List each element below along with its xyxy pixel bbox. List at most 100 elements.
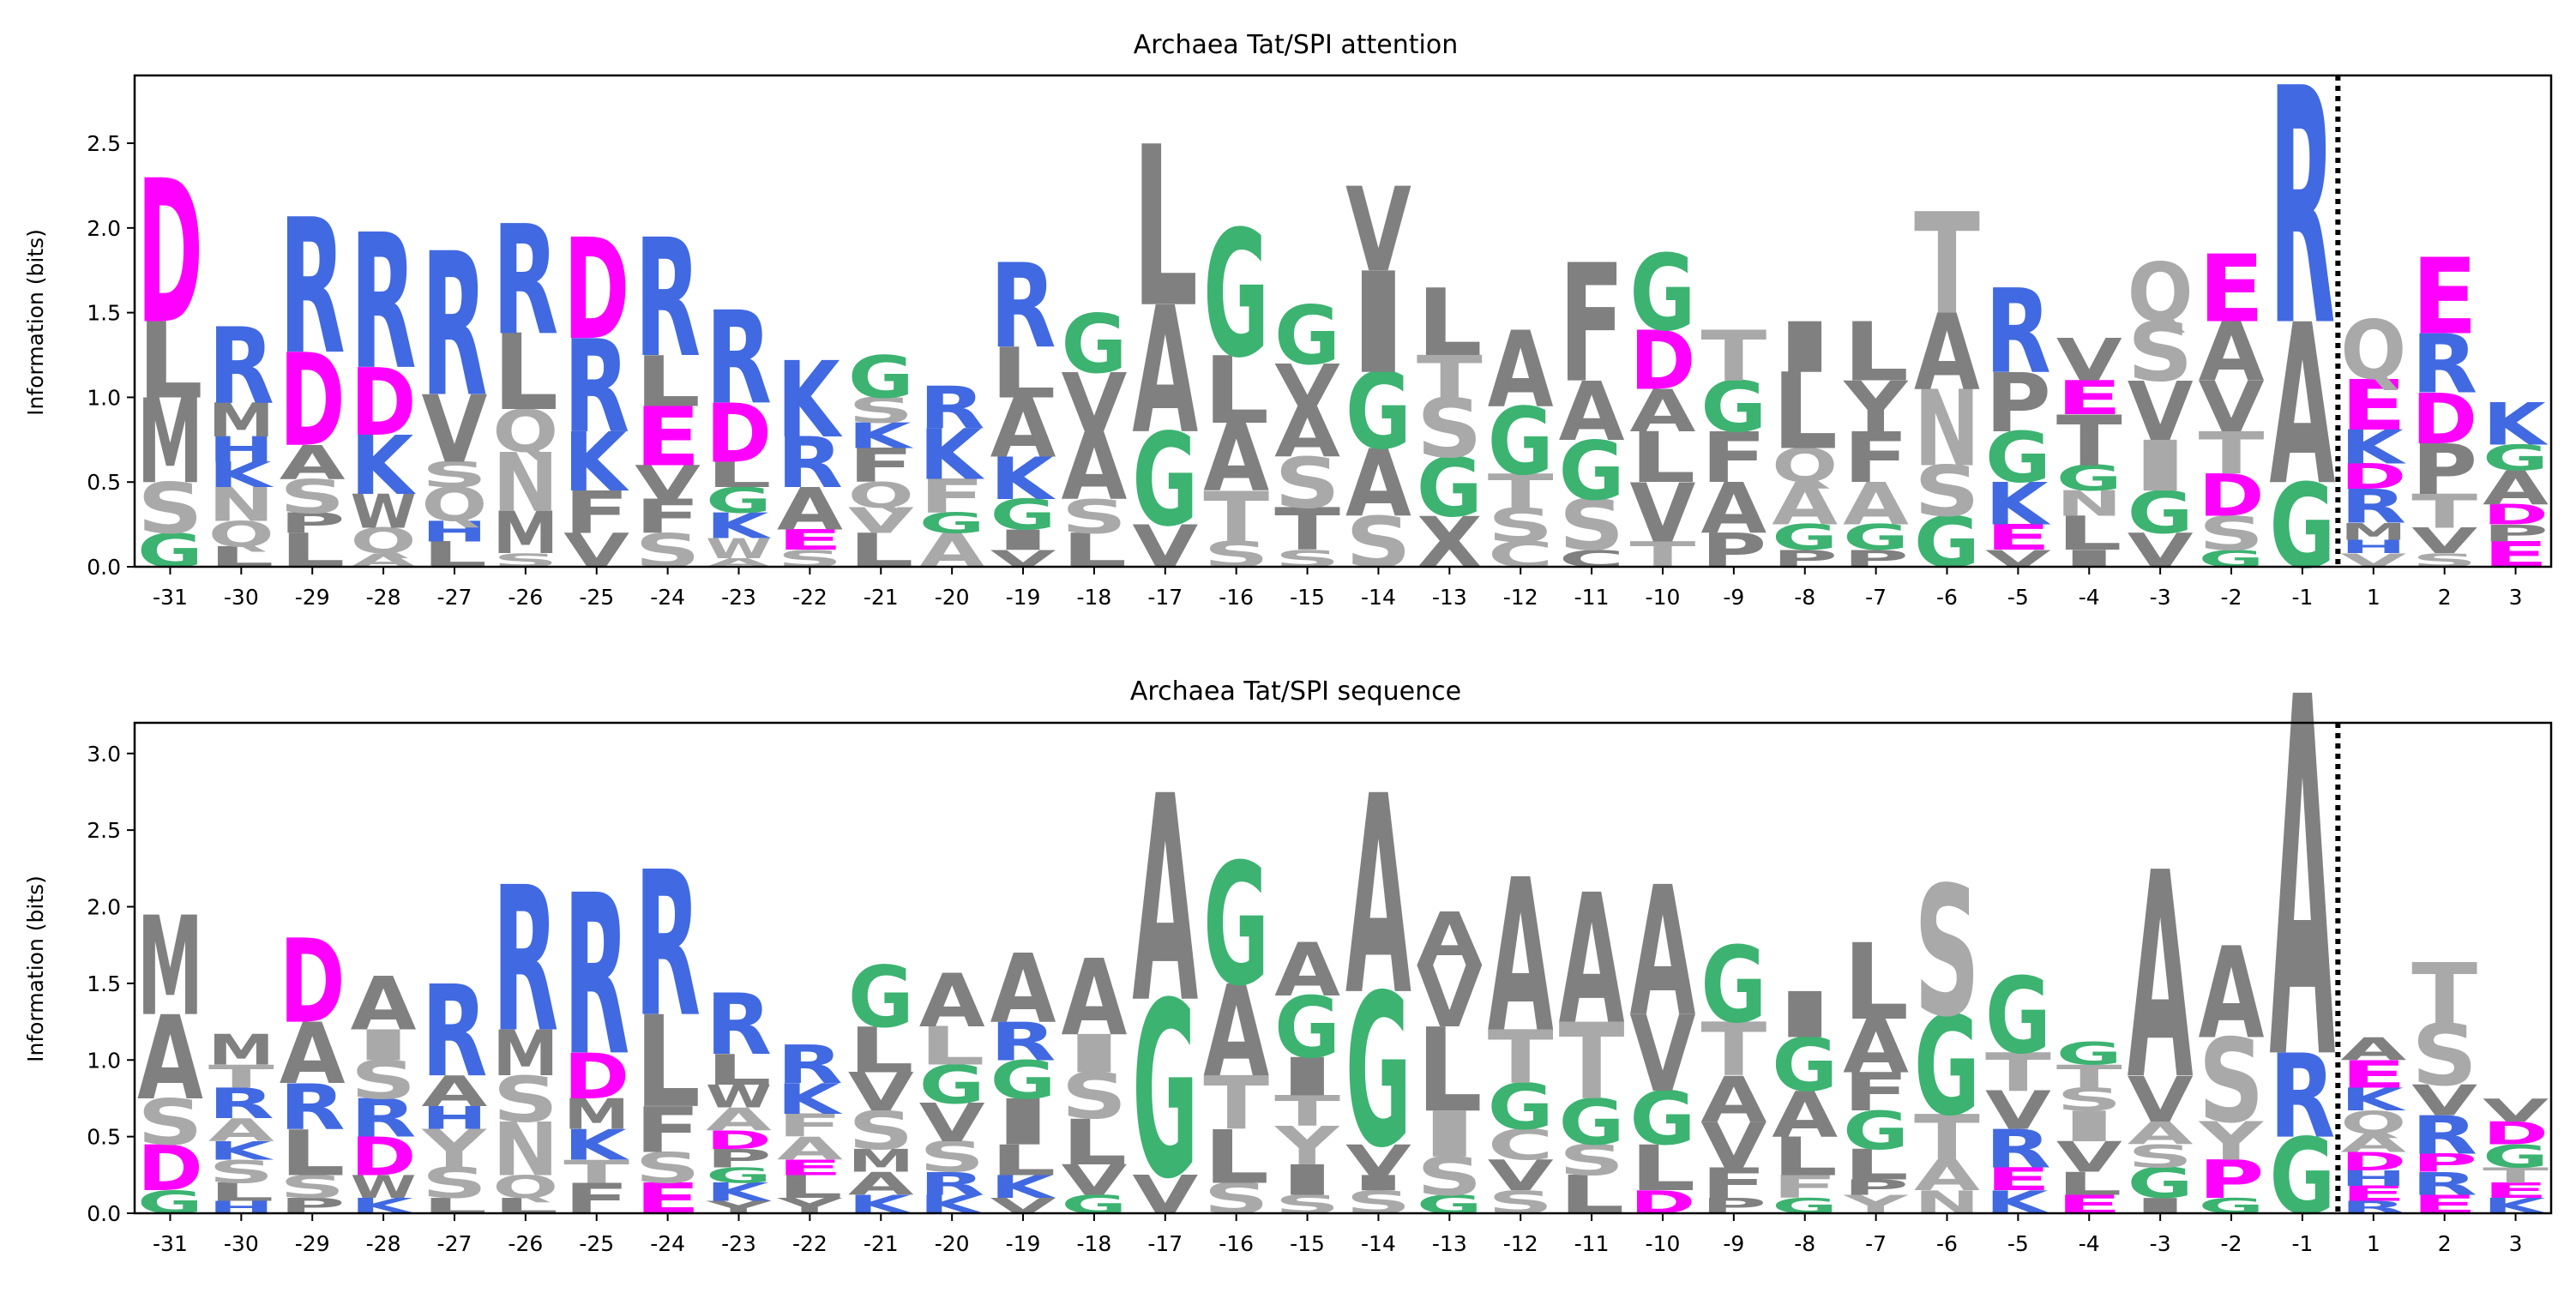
logo-letter: A <box>1772 471 1838 538</box>
logo-letter: G <box>1274 289 1340 383</box>
logo-letter: Q <box>2128 246 2194 340</box>
logo-letter: F <box>777 1107 843 1144</box>
logo-letter: D <box>2340 1147 2406 1176</box>
logo-letter: S <box>635 1144 701 1193</box>
logo-letter: S <box>848 391 914 431</box>
logo-letter: F <box>919 470 985 524</box>
logo-letter: G <box>1417 442 1483 536</box>
logo-letter: I <box>351 1021 417 1070</box>
logo-letter: I <box>2128 426 2194 508</box>
logo-letter: V <box>2199 368 2265 448</box>
logo-letter: D <box>137 139 203 369</box>
logo-letter: V <box>848 1062 914 1123</box>
logo-letter: G <box>1274 979 1340 1077</box>
logo-letter: A <box>2483 461 2549 515</box>
x-tick-label: -28 <box>366 1231 401 1256</box>
logo-letter: V <box>2411 521 2477 562</box>
logo-letter: L <box>1132 101 1198 357</box>
logo-stacks-sequence: GDSAMHLSKARTMPSLRADKWDRSIALSYHARLQNSMRFT… <box>137 596 2549 1238</box>
logo-letter: A <box>1061 938 1127 1060</box>
y-axis-label-sequence: Information (bits) <box>23 875 48 1062</box>
logo-letter: G <box>1914 987 1980 1146</box>
logo-letter: R <box>777 424 843 504</box>
logo-letter: R <box>2411 1165 2477 1202</box>
logo-letter: G <box>2483 438 2549 478</box>
x-tick-label: -16 <box>1219 1231 1254 1256</box>
logo-letter: A <box>919 958 985 1043</box>
logo-letter: A <box>1274 928 1340 1013</box>
logo-letter: S <box>1914 452 1980 532</box>
logo-letter: L <box>919 1016 985 1078</box>
x-tick-label: -7 <box>1865 1231 1887 1256</box>
logo-letter: Q <box>2340 1105 2406 1142</box>
x-tick-label: -26 <box>508 1231 543 1256</box>
logo-letter: V <box>2411 1077 2477 1126</box>
logo-letter: T <box>2056 401 2122 482</box>
logo-letter: L <box>1843 1140 1909 1189</box>
logo-letter: T <box>2483 1164 2549 1188</box>
logo-letter: P <box>2411 430 2477 511</box>
logo-letter: T <box>1203 478 1269 558</box>
logo-letter: R <box>635 830 701 1061</box>
x-tick-label: -9 <box>1723 585 1744 610</box>
x-tick-label: -18 <box>1076 585 1111 610</box>
x-tick-label: -12 <box>1503 1231 1538 1256</box>
x-tick-label: -25 <box>579 1231 614 1256</box>
logo-letter: D <box>2411 378 2477 460</box>
logo-letter: G <box>1345 351 1411 472</box>
logo-letter: A <box>1274 393 1340 473</box>
x-tick-label: -22 <box>792 1231 828 1256</box>
logo-letter: A <box>1061 413 1127 521</box>
logo-letter: G <box>1345 949 1411 1194</box>
logo-letter: S <box>919 1133 985 1182</box>
logo-letter: D <box>706 1126 772 1155</box>
x-tick-label: -6 <box>1936 1231 1958 1256</box>
logo-letter: A <box>137 991 203 1126</box>
x-tick-label: 3 <box>2509 585 2523 610</box>
logo-letter: G <box>2483 1138 2549 1175</box>
x-tick-label: -5 <box>2007 1231 2029 1256</box>
logo-letter: I <box>1274 1047 1340 1108</box>
logo-letter: R <box>990 1011 1056 1073</box>
x-tick-label: -23 <box>721 585 756 610</box>
x-tick-label: -24 <box>650 585 685 610</box>
logo-letter: A <box>1488 836 1554 1080</box>
logo-letter: K <box>208 455 274 496</box>
logo-letter: I <box>1061 1024 1127 1085</box>
logo-letter: A <box>1700 469 1766 550</box>
y-tick-label: 1.0 <box>87 385 121 410</box>
logo-letter: S <box>208 1153 274 1190</box>
logo-letter: F <box>1700 418 1766 499</box>
logo-letter: G <box>1203 828 1269 1024</box>
x-tick-label: -22 <box>792 585 828 610</box>
x-tick-label: -26 <box>508 585 543 610</box>
x-tick-label: -21 <box>864 585 899 610</box>
logo-letter: A <box>1772 1079 1838 1152</box>
logo-letter: R <box>919 1165 985 1202</box>
logo-letter: K <box>563 1121 629 1170</box>
x-tick-label: -13 <box>1432 1231 1467 1256</box>
logo-letter: D <box>2483 1116 2549 1152</box>
logo-letter: G <box>1559 424 1625 519</box>
x-tick-label: -11 <box>1574 1231 1610 1256</box>
logo-letter: V <box>1061 356 1127 450</box>
logo-letter: L <box>137 300 203 423</box>
x-tick-label: -13 <box>1432 585 1467 610</box>
x-tick-label: -24 <box>650 1231 685 1256</box>
logo-letter: G <box>990 1049 1056 1110</box>
logo-letter: L <box>706 1046 772 1095</box>
x-tick-label: -3 <box>2150 1231 2171 1256</box>
logo-letter: R <box>919 375 985 442</box>
x-tick-label: 3 <box>2509 1231 2523 1256</box>
logo-letter: M <box>563 1091 629 1140</box>
logo-letter: R <box>208 1080 274 1128</box>
logo-letter: A <box>280 1006 346 1104</box>
logo-letter: S <box>2199 507 2265 561</box>
logo-letter: A <box>706 1101 772 1138</box>
logo-letter: R <box>280 180 346 396</box>
logo-letter: L <box>848 1013 914 1087</box>
x-tick-label: -18 <box>1076 1231 1111 1256</box>
logo-letter: R <box>351 195 417 411</box>
logo-letter: S <box>1417 381 1483 476</box>
